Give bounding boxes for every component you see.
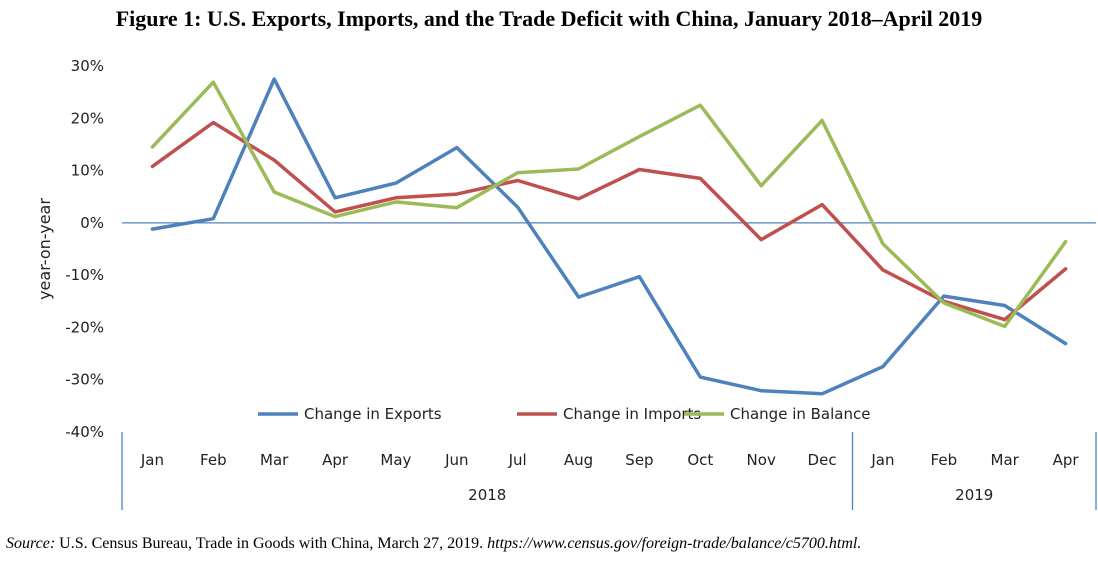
y-tick-label: -30% (65, 371, 104, 389)
series-lines (150, 77, 1068, 396)
x-tick-label: Sep (625, 451, 653, 469)
x-tick-label: Mar (260, 451, 289, 469)
y-tick-label: 10% (71, 162, 104, 180)
x-tick-label: Jul (508, 451, 527, 469)
y-tick-label: -10% (65, 266, 104, 284)
source-lead: Source: (6, 535, 56, 552)
source-url: https://www.census.gov/foreign-trade/bal… (487, 535, 862, 552)
legend-label: Change in Exports (304, 405, 442, 423)
x-tick-label: Nov (747, 451, 776, 469)
y-tick-label: -40% (65, 423, 104, 441)
x-tick-label: Apr (322, 451, 349, 469)
legend-label: Change in Imports (563, 405, 701, 423)
series-line (150, 77, 1068, 396)
legend: Change in Exports Change in Imports Change… (258, 405, 870, 423)
x-group-label: 2018 (468, 486, 506, 504)
figure-title: Figure 1: U.S. Exports, Imports, and the… (115, 6, 983, 31)
y-tick-label: 0% (80, 214, 104, 232)
x-tick-label: Jan (870, 451, 894, 469)
x-tick-label: Jan (140, 451, 164, 469)
x-tick-label: Oct (687, 451, 713, 469)
x-group-label: 2019 (955, 486, 993, 504)
x-tick-label: Feb (931, 451, 958, 469)
y-axis: 30% 20% 10% 0% -10% -20% -30% -40% (65, 57, 1096, 441)
x-tick-label: Apr (1053, 451, 1080, 469)
x-tick-label: Dec (808, 451, 837, 469)
y-axis-label: year-on-year (35, 198, 54, 300)
x-tick-label: May (380, 451, 411, 469)
y-tick-label: 20% (71, 109, 104, 127)
x-tick-label: Aug (564, 451, 593, 469)
x-tick-label: Feb (200, 451, 227, 469)
x-axis: Jan Feb Mar Apr May Jun Jul Aug Sep Oct Nov Dec Jan F… (121, 432, 1097, 510)
source-text: U.S. Census Bureau, Trade in Goods with … (59, 535, 484, 552)
legend-label: Change in Balance (730, 405, 870, 423)
series-line (150, 80, 1068, 329)
y-tick-label: -20% (65, 318, 104, 336)
y-tick-label: 30% (71, 57, 104, 75)
source-note: Source: U.S. Census Bureau, Trade in Goo… (6, 535, 861, 553)
series-line (150, 120, 1068, 322)
x-tick-label: Mar (991, 451, 1020, 469)
x-tick-label: Jun (444, 451, 468, 469)
